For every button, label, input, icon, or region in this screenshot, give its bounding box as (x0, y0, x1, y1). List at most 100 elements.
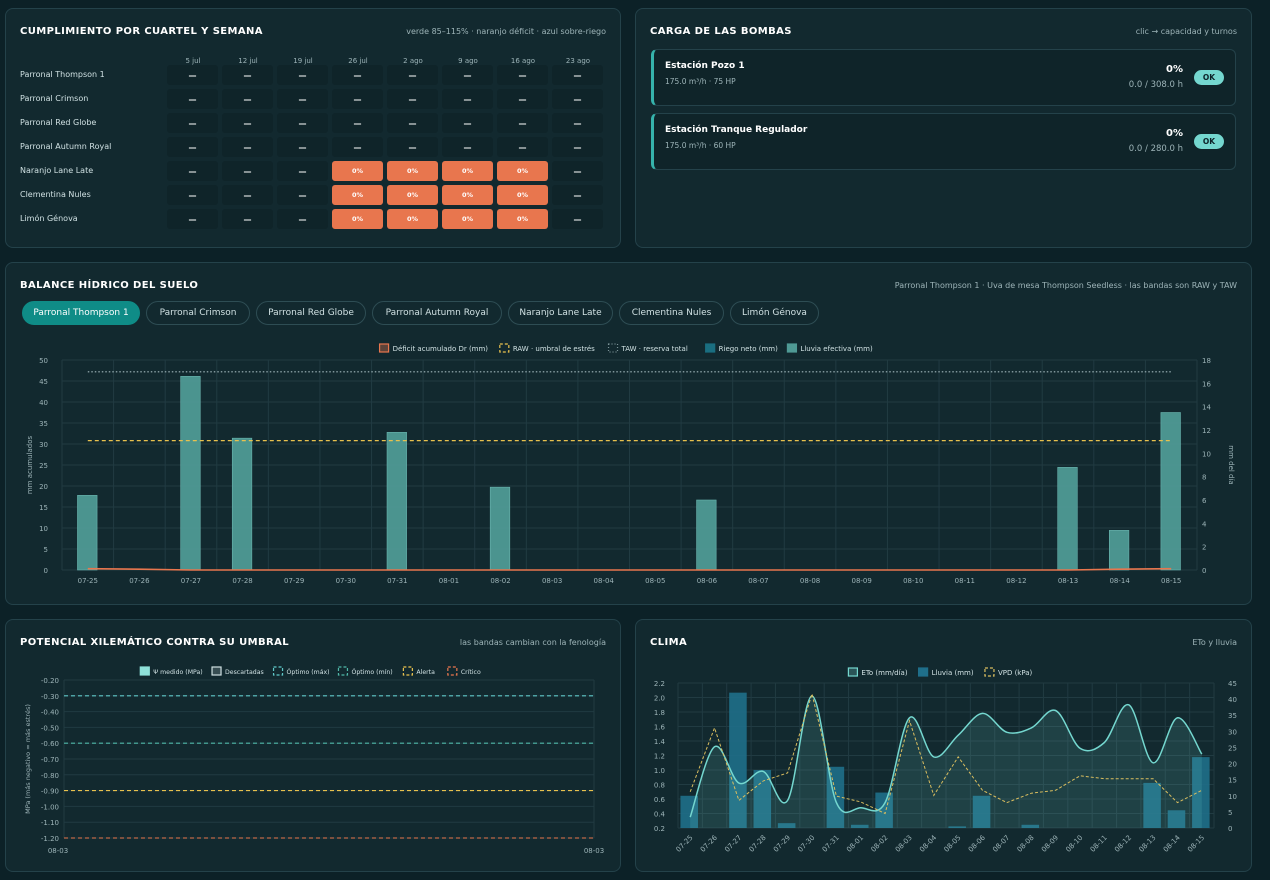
compliance-cell: — (222, 185, 273, 205)
compliance-cell: — (222, 161, 273, 181)
compliance-cell: — (442, 113, 493, 133)
y2-tick-label: 4 (1202, 520, 1207, 528)
eto-area (690, 695, 1202, 828)
pump-card[interactable]: Estación Tranque Regulador 175.0 m³/h · 6… (651, 113, 1236, 170)
compliance-cell: 0% (332, 209, 383, 229)
compliance-cell: 0% (442, 161, 493, 181)
row-label: Clementina Nules (20, 190, 91, 199)
xylem-panel: POTENCIAL XILEMÁTICO CONTRA SU UMBRAL la… (5, 619, 621, 872)
x-tick-label: 08-06 (697, 577, 718, 585)
y-tick-label: 1.4 (654, 738, 666, 746)
x-tick-label: 08-14 (1162, 833, 1182, 853)
compliance-cell: — (167, 89, 218, 109)
compliance-cell: — (552, 113, 603, 133)
legend-item: ETo (mm/día) (861, 669, 907, 677)
y-tick-label: 0.8 (654, 782, 665, 790)
x-tick-label: 08-05 (943, 834, 963, 854)
y2-tick-label: 45 (1228, 680, 1237, 688)
legend-swatch (786, 343, 798, 353)
x-tick-label: 08-14 (1109, 577, 1130, 585)
pump-name: Estación Tranque Regulador (665, 125, 808, 135)
compliance-cell: — (222, 113, 273, 133)
tab-block[interactable]: Parronal Red Globe (256, 301, 366, 325)
y2-tick-label: 6 (1202, 497, 1207, 505)
compliance-cell: — (442, 65, 493, 85)
y-tick-label: 1.2 (654, 753, 665, 761)
y-tick-label: 1.0 (654, 767, 665, 775)
x-tick-label: 08-05 (645, 577, 665, 585)
rain-bar (972, 795, 991, 828)
deficit-line (87, 567, 1172, 571)
rain-bar (77, 495, 98, 571)
y-tick-label: -1.20 (41, 835, 59, 843)
tab-block[interactable]: Parronal Crimson (146, 301, 250, 325)
x-tick-label: 07-25 (78, 577, 98, 585)
pumps-title: CARGA DE LAS BOMBAS (650, 26, 792, 37)
tab-block[interactable]: Limón Génova (730, 301, 819, 325)
y2-tick-label: 30 (1228, 728, 1237, 736)
x-tick-label: 07-28 (232, 577, 252, 585)
tab-block[interactable]: Clementina Nules (619, 301, 724, 325)
pump-card[interactable]: Estación Pozo 1 175.0 m³/h · 75 HP 0% 0.0 /… (651, 49, 1236, 106)
compliance-panel: CUMPLIMIENTO POR CUARTEL Y SEMANA verde … (5, 8, 621, 248)
xylem-chart: Ψ medido (MPa) Descartadas Óptimo (máx) Ópt… (24, 666, 604, 855)
compliance-cell: — (277, 161, 328, 181)
legend-swatch (378, 343, 390, 353)
climate-chart: ETo (mm/día) Lluvia (mm) VPD (kPa) 0.2 0.4 0.… (654, 667, 1237, 854)
x-tick-label: 08-03 (584, 847, 604, 855)
xylem-subtitle: las bandas cambian con la fenología (459, 638, 606, 647)
tab-block[interactable]: Naranjo Lane Late (508, 301, 613, 325)
y-tick-label: 5 (44, 546, 48, 554)
tab-block[interactable]: Parronal Thompson 1 (22, 301, 140, 325)
compliance-legend: verde 85–115% · naranjo déficit · azul s… (406, 27, 606, 36)
x-tick-label: 07-26 (699, 833, 719, 853)
legend-item: Ψ medido (MPa) (153, 669, 202, 676)
tab-block[interactable]: Parronal Autumn Royal (372, 301, 502, 325)
xylem-title: POTENCIAL XILEMÁTICO CONTRA SU UMBRAL (20, 637, 289, 648)
y-tick-label: 0.4 (654, 811, 666, 819)
x-tick-label: 07-26 (129, 577, 150, 585)
x-tick-label: 08-13 (1137, 834, 1157, 854)
y2-tick-label: 0 (1228, 825, 1232, 833)
compliance-cell: — (497, 137, 548, 157)
rain-bar (1057, 467, 1078, 571)
week-header: 9 ago (458, 57, 478, 65)
climate-title: CLIMA (650, 637, 688, 648)
y-tick-label: 25 (39, 462, 48, 470)
y-tick-label: 0.2 (654, 825, 665, 833)
x-tick-label: 08-11 (955, 577, 975, 585)
compliance-cell: — (277, 137, 328, 157)
compliance-cell: — (552, 209, 603, 229)
compliance-cell: — (387, 137, 438, 157)
rain-bar (948, 826, 966, 828)
row-label: Parronal Thompson 1 (20, 70, 105, 79)
legend-item: Lluvia (mm) (932, 669, 974, 677)
pump-spec: 175.0 m³/h · 75 HP (665, 77, 736, 86)
compliance-cell: — (497, 113, 548, 133)
legend-swatch (211, 666, 222, 676)
x-tick-label: 07-25 (675, 834, 695, 854)
rain-bar (729, 692, 747, 828)
rain-bar (753, 770, 772, 828)
legend-swatch (847, 667, 858, 677)
compliance-cell: — (387, 89, 438, 109)
pump-spec: 175.0 m³/h · 60 HP (665, 141, 736, 150)
x-tick-label: 08-12 (1113, 834, 1133, 854)
y2-tick-label: 8 (1202, 474, 1206, 482)
compliance-cell: — (167, 113, 218, 133)
compliance-cell: — (222, 65, 273, 85)
chart-legend: ETo (mm/día) Lluvia (mm) VPD (kPa) (847, 667, 1033, 677)
rain-bar (777, 823, 796, 828)
rain-bar (489, 486, 511, 571)
chart-legend: Déficit acumulado Dr (mm) RAW · umbral de… (378, 343, 873, 353)
rain-bar (1192, 757, 1210, 828)
row-label: Parronal Autumn Royal (20, 142, 112, 151)
compliance-cell: 0% (387, 209, 438, 229)
x-tick-label: 07-27 (181, 577, 201, 585)
row-label: Parronal Crimson (20, 94, 89, 103)
climate-panel: CLIMA ETo y lluvia ETo (mm/día) Lluvia (m… (635, 619, 1252, 872)
pump-load-percent: 0% (1166, 64, 1183, 75)
y-tick-label: 2.0 (654, 695, 665, 703)
week-header: 26 jul (348, 57, 368, 65)
y-tick-label: -0.40 (41, 709, 59, 717)
